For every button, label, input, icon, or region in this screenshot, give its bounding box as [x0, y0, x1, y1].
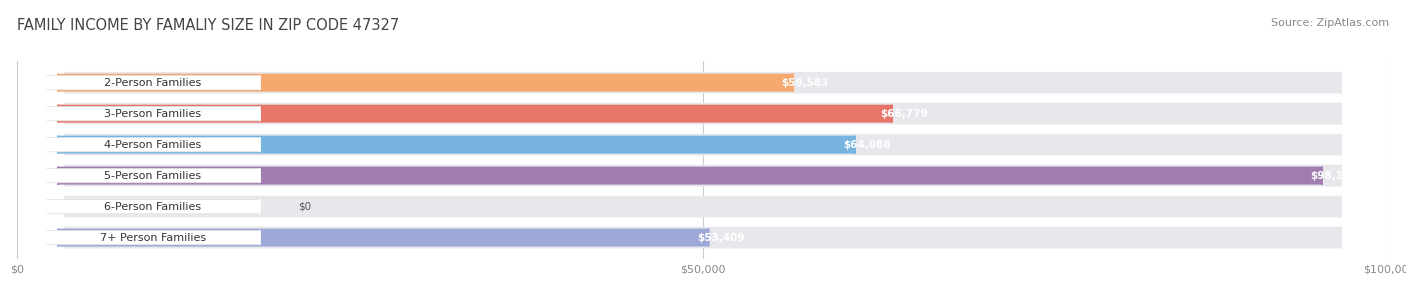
- FancyBboxPatch shape: [65, 134, 1341, 156]
- FancyBboxPatch shape: [45, 230, 260, 245]
- Text: $53,409: $53,409: [697, 233, 744, 242]
- Text: 7+ Person Families: 7+ Person Families: [100, 233, 205, 242]
- Text: $98,125: $98,125: [1310, 170, 1358, 181]
- FancyBboxPatch shape: [45, 199, 260, 214]
- Text: $59,583: $59,583: [782, 78, 830, 88]
- Text: FAMILY INCOME BY FAMALIY SIZE IN ZIP CODE 47327: FAMILY INCOME BY FAMALIY SIZE IN ZIP COD…: [17, 18, 399, 33]
- FancyBboxPatch shape: [65, 196, 1341, 217]
- FancyBboxPatch shape: [65, 72, 1341, 94]
- FancyBboxPatch shape: [65, 227, 1341, 248]
- FancyBboxPatch shape: [58, 105, 891, 123]
- FancyBboxPatch shape: [45, 138, 260, 152]
- FancyBboxPatch shape: [45, 106, 260, 121]
- Text: $0: $0: [298, 202, 311, 212]
- Text: 3-Person Families: 3-Person Families: [104, 109, 201, 119]
- Text: 5-Person Families: 5-Person Families: [104, 170, 201, 181]
- Text: 4-Person Families: 4-Person Families: [104, 140, 201, 150]
- Text: 6-Person Families: 6-Person Families: [104, 202, 201, 212]
- FancyBboxPatch shape: [45, 76, 260, 90]
- Text: $66,779: $66,779: [880, 109, 928, 119]
- FancyBboxPatch shape: [65, 103, 1341, 124]
- FancyBboxPatch shape: [58, 74, 793, 92]
- Text: Source: ZipAtlas.com: Source: ZipAtlas.com: [1271, 18, 1389, 28]
- FancyBboxPatch shape: [58, 228, 709, 246]
- FancyBboxPatch shape: [65, 165, 1341, 186]
- FancyBboxPatch shape: [58, 136, 855, 154]
- Text: 2-Person Families: 2-Person Families: [104, 78, 201, 88]
- FancyBboxPatch shape: [45, 168, 260, 183]
- FancyBboxPatch shape: [58, 167, 1322, 185]
- Text: $64,088: $64,088: [844, 140, 891, 150]
